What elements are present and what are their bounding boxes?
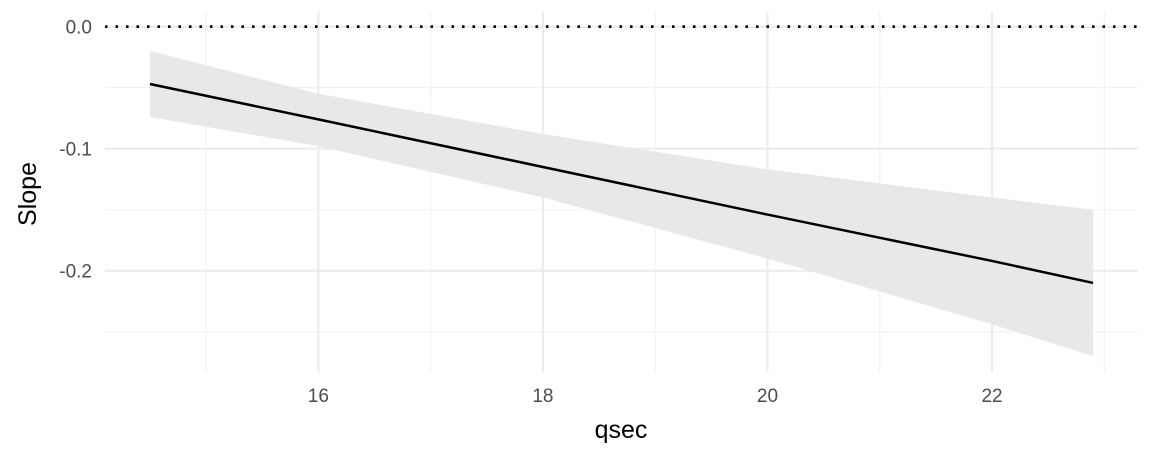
- y-tick-label: -0.2: [59, 262, 92, 283]
- slope-line-layer: [149, 82, 1094, 285]
- x-tick-label: 22: [981, 386, 1002, 407]
- x-tick-label: 20: [757, 386, 778, 407]
- y-tick-label: 0.0: [66, 18, 92, 39]
- y-tick-label: -0.1: [59, 140, 92, 161]
- slope-line: [149, 82, 1094, 285]
- x-tick-label: 18: [532, 386, 553, 407]
- x-tick-label: 16: [308, 386, 329, 407]
- y-tick-labels: 0.0 -0.1 -0.2: [59, 18, 92, 283]
- x-axis-title: qsec: [595, 416, 648, 444]
- confidence-band: [149, 51, 1094, 357]
- confidence-band-layer: [149, 51, 1094, 357]
- x-tick-labels: 16 18 20 22: [308, 386, 1003, 407]
- y-axis-title: Slope: [14, 162, 42, 226]
